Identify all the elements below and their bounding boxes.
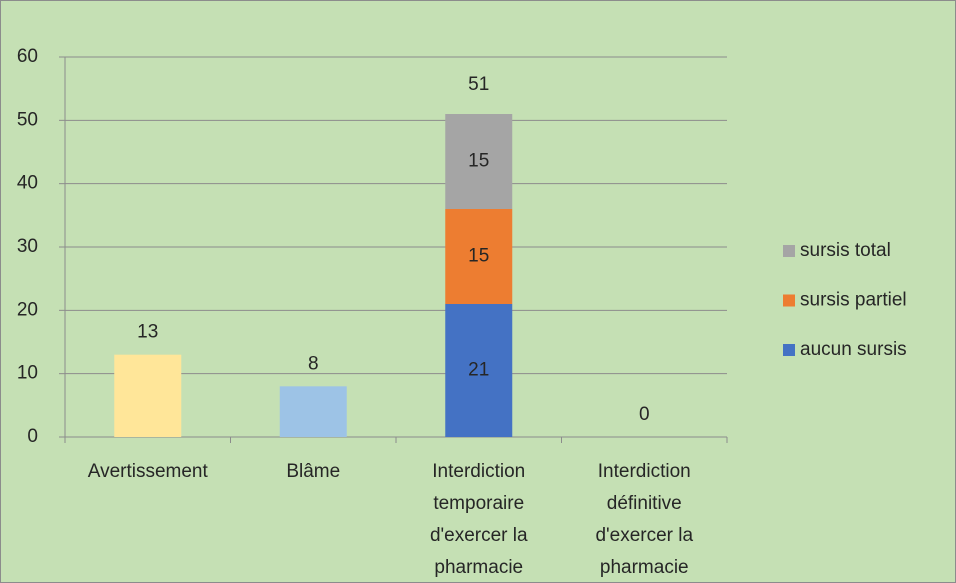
- y-tick-label: 30: [17, 236, 38, 257]
- value-label: 8: [308, 353, 319, 374]
- x-tick-label: Blâme: [286, 461, 340, 482]
- y-tick-label: 20: [17, 299, 38, 320]
- bar-segment: [445, 209, 513, 304]
- y-tick-label: 0: [27, 426, 38, 447]
- total-label: 51: [468, 74, 489, 95]
- bar: [114, 354, 182, 437]
- value-label: 13: [137, 322, 158, 343]
- y-tick-label: 10: [17, 363, 38, 384]
- legend-label: sursis partiel: [800, 290, 907, 311]
- segment-label: 21: [468, 360, 489, 381]
- legend-swatch: [783, 294, 795, 307]
- x-tick-label: Interdiction définitive d'exercer la pharma…: [595, 461, 693, 578]
- legend-swatch: [783, 245, 795, 257]
- segment-label: 15: [468, 151, 489, 172]
- y-tick-label: 60: [17, 46, 38, 67]
- y-tick-label: 40: [17, 173, 38, 194]
- segment-label: 15: [468, 246, 489, 267]
- bar: [279, 386, 347, 437]
- legend-swatch: [783, 344, 795, 356]
- legend-label: aucun sursis: [800, 339, 907, 360]
- value-label: 0: [639, 404, 650, 425]
- bar-segment: [445, 304, 513, 437]
- legend-label: sursis total: [800, 240, 891, 261]
- x-tick-label: Avertissement: [88, 461, 209, 482]
- bar-segment: [445, 114, 513, 209]
- x-tick-label: Interdiction temporaire d'exercer la pharma…: [430, 461, 528, 578]
- y-tick-label: 50: [17, 109, 38, 130]
